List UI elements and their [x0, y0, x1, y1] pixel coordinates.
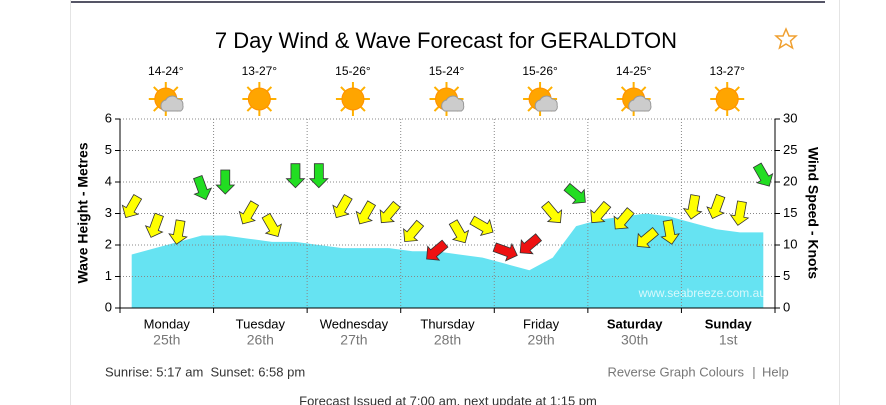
- wind-arrow: [563, 182, 586, 204]
- wind-arrow: [613, 207, 635, 230]
- day-temps: 15-26°: [335, 64, 371, 78]
- watermark: www.seabreeze.com.au: [638, 286, 766, 300]
- wind-arrow: [752, 162, 774, 187]
- wind-arrow: [541, 200, 563, 224]
- wind-arrow: [590, 200, 612, 224]
- day-name: Thursday: [420, 316, 475, 331]
- wind-arrow: [492, 242, 518, 262]
- cloud: [441, 95, 465, 112]
- weather-icon: [429, 82, 465, 116]
- y-tick-label: 6: [105, 110, 112, 125]
- wind-arrow: [332, 194, 353, 219]
- day-temps: 14-25°: [616, 64, 652, 78]
- y2-tick-label: 25: [783, 142, 797, 157]
- y-tick-label: 4: [105, 173, 112, 188]
- separator: |: [752, 364, 755, 379]
- link[interactable]: Help: [762, 364, 789, 379]
- day-name: Sunday: [705, 316, 753, 331]
- wind-arrow: [261, 212, 282, 237]
- wind-arrow: [193, 174, 213, 201]
- wave-area: [131, 213, 764, 308]
- sun: [715, 87, 739, 111]
- y2-tick-label: 5: [783, 268, 790, 283]
- day-date: 29th: [527, 332, 554, 348]
- wind-arrow: [660, 219, 680, 245]
- y-axis-label: Wave Height - Metres: [75, 142, 91, 283]
- wind-arrow: [168, 219, 188, 245]
- day-date: 27th: [340, 332, 367, 348]
- day-date: 25th: [153, 332, 180, 348]
- wind-arrow: [308, 163, 329, 189]
- y-tick-label: 5: [105, 142, 112, 157]
- day-temps: 15-26°: [522, 64, 558, 78]
- y2-tick-label: 30: [783, 110, 797, 125]
- y2-tick-label: 20: [783, 173, 797, 188]
- day-temps: 14-24°: [148, 64, 184, 78]
- day-name: Monday: [144, 316, 191, 331]
- cloud: [160, 95, 184, 112]
- weather-icon: [523, 82, 558, 116]
- sun: [341, 87, 365, 111]
- y2-tick-label: 10: [783, 236, 797, 251]
- wind-arrow: [729, 200, 750, 226]
- chart-title: 7 Day Wind & Wave Forecast for GERALDTON: [215, 28, 677, 53]
- day-date: 1st: [719, 332, 738, 348]
- day-name: Tuesday: [236, 316, 286, 331]
- wind-arrow: [682, 194, 703, 220]
- wind-arrow: [636, 226, 659, 249]
- y-tick-label: 3: [105, 205, 112, 220]
- weather-icon: [710, 82, 745, 116]
- wind-arrow: [448, 219, 470, 244]
- wind-arrow: [238, 200, 260, 225]
- wind-arrow: [426, 239, 449, 261]
- day-name: Friday: [523, 316, 560, 331]
- day-temps: 13-27°: [709, 64, 745, 78]
- wind-arrow: [469, 215, 494, 237]
- wind-arrow: [215, 169, 236, 195]
- weather-icon: [242, 82, 277, 116]
- cloud: [534, 95, 558, 112]
- y-tick-label: 0: [105, 299, 112, 314]
- wind-arrow: [144, 212, 164, 238]
- y-tick-label: 2: [105, 236, 112, 251]
- sun: [247, 87, 271, 111]
- day-date: 28th: [434, 332, 461, 348]
- y2-tick-label: 0: [783, 299, 790, 314]
- weather-icon: [335, 82, 370, 116]
- wind-arrow: [285, 163, 306, 189]
- day-date: 26th: [247, 332, 274, 348]
- y-tick-label: 1: [105, 268, 112, 283]
- wind-arrow: [706, 193, 726, 220]
- day-date: 30th: [621, 332, 648, 348]
- day-name: Saturday: [607, 316, 663, 331]
- wind-arrow: [403, 219, 425, 243]
- weather-icon: [148, 82, 184, 116]
- wind-arrow: [379, 200, 401, 224]
- cloud: [628, 95, 652, 112]
- wind-arrow: [355, 200, 377, 225]
- y2-axis-label: Wind Speed - Knots: [805, 147, 821, 279]
- sun-times: Sunrise: 5:17 am Sunset: 6:58 pm: [105, 364, 305, 379]
- day-temps: 13-27°: [242, 64, 278, 78]
- day-name: Wednesday: [320, 316, 389, 331]
- link[interactable]: Reverse Graph Colours: [607, 364, 744, 379]
- wind-arrow: [519, 233, 543, 255]
- weather-icon: [616, 82, 652, 116]
- issued-note: Forecast Issued at 7:00 am, next update …: [299, 393, 597, 405]
- y2-tick-label: 15: [783, 205, 797, 220]
- favourite-star[interactable]: [774, 27, 798, 50]
- day-temps: 15-24°: [429, 64, 465, 78]
- wind-arrow: [121, 194, 143, 219]
